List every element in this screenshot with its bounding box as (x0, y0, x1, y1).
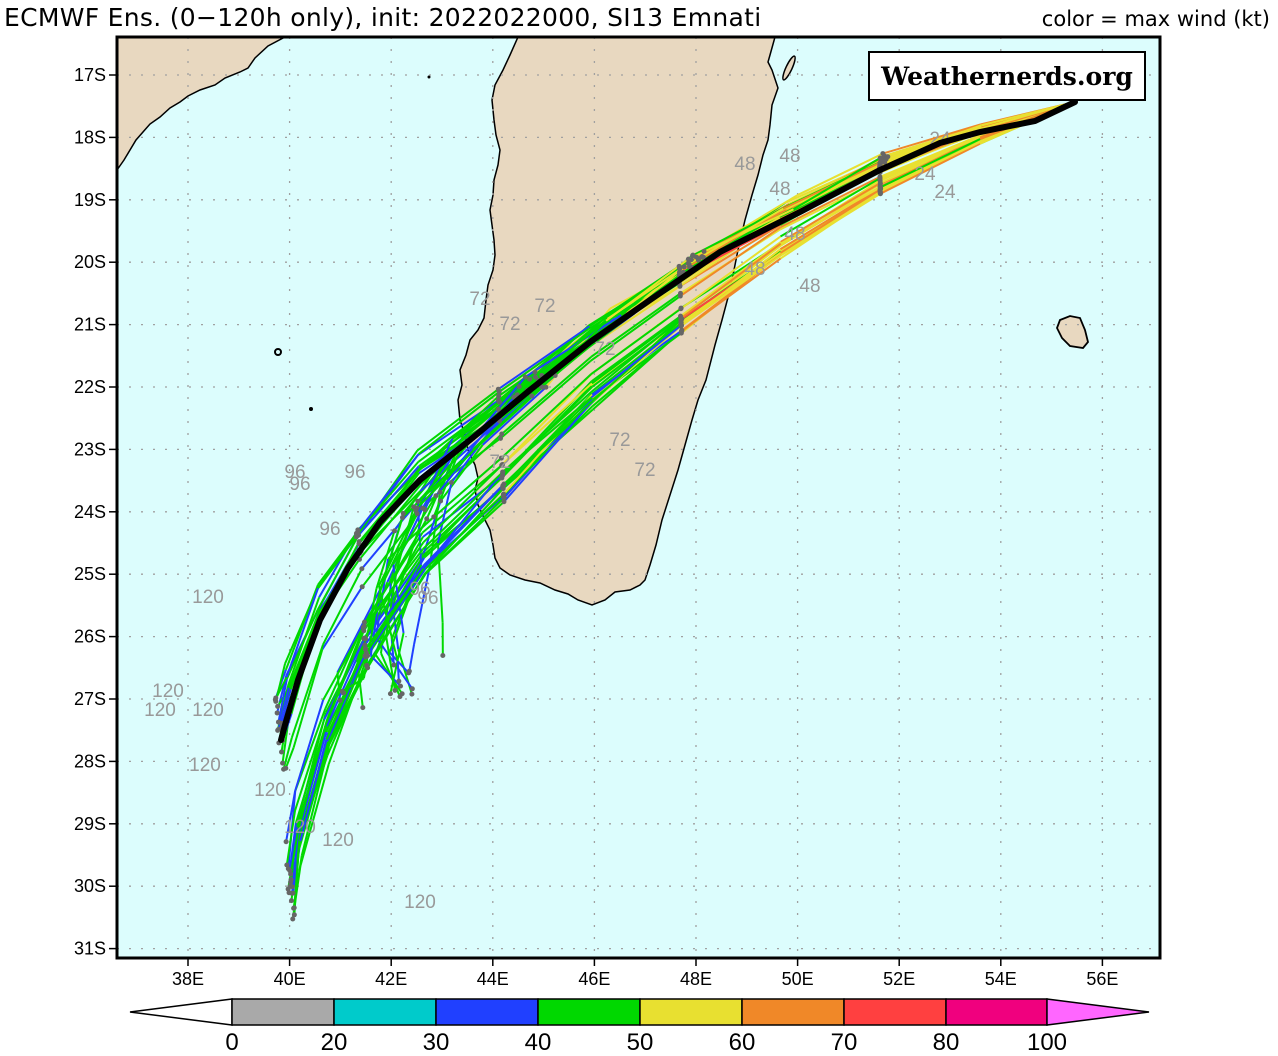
lon-tick-label: 38E (172, 969, 204, 989)
lead-time-dots (272, 151, 891, 922)
colorbar-bin (741, 998, 845, 1026)
chart-title: ECMWF Ens. (0−120h only), init: 20220220… (4, 3, 762, 32)
svg-text:72: 72 (634, 460, 655, 481)
svg-text:48: 48 (779, 146, 800, 167)
lat-tick-label: 20S (74, 252, 106, 272)
svg-text:72: 72 (499, 314, 520, 335)
lon-tick-label: 48E (680, 969, 712, 989)
lat-tick-label: 28S (74, 751, 106, 771)
color-legend-note: color = max wind (kt) (1041, 7, 1270, 31)
axis-ticks: 38E 40E 42E 44E 46E 48E 50E 52E 54E 56E 17S 18S 19S 2… (74, 65, 1118, 989)
svg-text:96: 96 (417, 588, 438, 609)
colorbar-tick-label: 60 (729, 1029, 756, 1056)
svg-text:72: 72 (534, 296, 555, 317)
svg-text:120: 120 (189, 755, 221, 776)
colorbar-tick-label: 100 (1027, 1029, 1067, 1056)
svg-text:24: 24 (934, 182, 956, 203)
lon-tick-label: 52E (883, 969, 915, 989)
colorbar-bin (843, 998, 947, 1026)
colorbar-under-arrow (129, 998, 233, 1026)
lat-tick-label: 24S (74, 502, 106, 522)
island-small (427, 75, 431, 79)
island-sainte-marie (782, 55, 796, 81)
lat-tick-label: 18S (74, 127, 106, 147)
colorbar-tick-label: 70 (831, 1029, 858, 1056)
lat-tick-label: 23S (74, 439, 106, 459)
svg-text:96: 96 (344, 462, 365, 483)
colorbar-tick-label: 20 (321, 1029, 348, 1056)
svg-text:72: 72 (594, 339, 615, 360)
svg-text:96: 96 (284, 462, 305, 483)
colorbar-bin (537, 998, 641, 1026)
lat-tick-label: 26S (74, 627, 106, 647)
lon-tick-label: 50E (782, 969, 814, 989)
lat-tick-label: 29S (74, 814, 106, 834)
svg-text:96: 96 (319, 519, 340, 540)
colorbar-bin (333, 998, 437, 1026)
plot-frame (115, 35, 1162, 960)
svg-text:48: 48 (784, 224, 805, 245)
africa-landmass (117, 37, 286, 172)
lat-tick-label: 30S (74, 876, 106, 896)
watermark-logo: Weathernerds.org (868, 51, 1146, 101)
colorbar-tick-label: 80 (933, 1029, 960, 1056)
ensemble-mean-track (278, 99, 1078, 743)
svg-text:120: 120 (152, 681, 184, 702)
svg-text:120: 120 (144, 700, 176, 721)
lat-tick-label: 19S (74, 190, 106, 210)
colorbar-over-arrow (1046, 998, 1150, 1026)
island-reunion (1056, 315, 1089, 349)
lon-tick-label: 56E (1086, 969, 1118, 989)
lon-tick-label: 54E (985, 969, 1017, 989)
lat-tick-label: 25S (74, 564, 106, 584)
lon-tick-label: 44E (477, 969, 509, 989)
lat-tick-label: 31S (74, 939, 106, 959)
svg-text:72: 72 (609, 430, 630, 451)
svg-text:72: 72 (489, 452, 510, 473)
colorbar: 0 20 30 40 50 60 70 80 100 (129, 998, 1150, 1056)
colorbar-bin (231, 998, 335, 1026)
lat-tick-label: 27S (74, 689, 106, 709)
lat-tick-label: 21S (74, 315, 106, 335)
island-juan-de-nova (274, 348, 282, 356)
colorbar-tick-label: 30 (423, 1029, 450, 1056)
svg-text:120: 120 (192, 587, 224, 608)
colorbar-tick-label: 40 (525, 1029, 552, 1056)
svg-text:48: 48 (734, 154, 755, 175)
island-europa (309, 407, 313, 411)
lat-tick-label: 17S (74, 65, 106, 85)
svg-text:120: 120 (404, 892, 436, 913)
svg-text:48: 48 (769, 179, 790, 200)
svg-text:72: 72 (469, 289, 490, 310)
svg-text:120: 120 (284, 817, 316, 838)
svg-text:24: 24 (914, 164, 936, 185)
colorbar-bin (435, 998, 539, 1026)
svg-text:48: 48 (744, 259, 765, 280)
svg-text:120: 120 (254, 780, 286, 801)
lon-tick-label: 42E (375, 969, 407, 989)
lon-tick-label: 46E (578, 969, 610, 989)
lat-tick-label: 22S (74, 377, 106, 397)
colorbar-bin (945, 998, 1048, 1026)
colorbar-tick-label: 50 (627, 1029, 654, 1056)
svg-text:96: 96 (289, 474, 310, 495)
svg-text:48: 48 (799, 276, 820, 297)
lon-tick-label: 40E (274, 969, 306, 989)
svg-text:120: 120 (192, 700, 224, 721)
svg-text:120: 120 (322, 830, 354, 851)
colorbar-tick-label: 0 (225, 1029, 238, 1056)
colorbar-bin (639, 998, 743, 1026)
svg-text:96: 96 (409, 579, 430, 600)
